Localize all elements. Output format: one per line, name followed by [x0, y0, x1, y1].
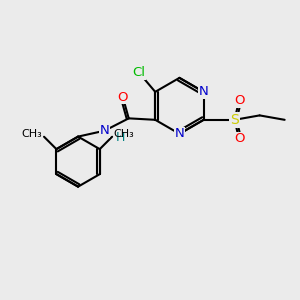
- Text: N: N: [199, 85, 208, 98]
- Text: N: N: [100, 124, 110, 137]
- Text: O: O: [234, 94, 244, 107]
- Text: O: O: [118, 91, 128, 103]
- Text: S: S: [230, 113, 239, 127]
- Text: N: N: [175, 127, 184, 140]
- Text: CH₃: CH₃: [22, 129, 43, 140]
- Text: CH₃: CH₃: [114, 129, 134, 140]
- Text: H: H: [116, 131, 125, 144]
- Text: O: O: [234, 133, 244, 146]
- Text: Cl: Cl: [133, 66, 146, 79]
